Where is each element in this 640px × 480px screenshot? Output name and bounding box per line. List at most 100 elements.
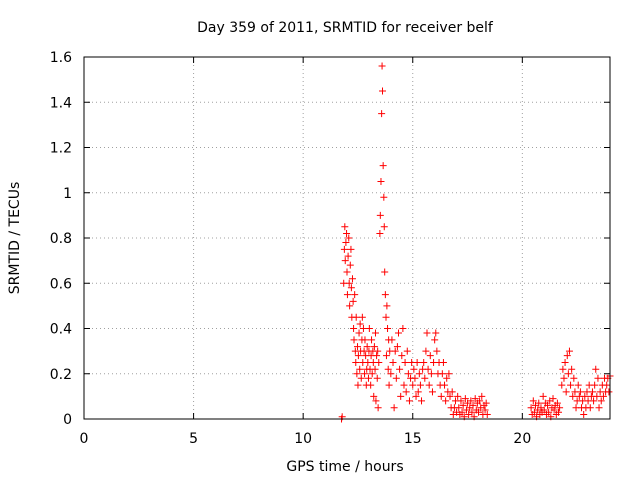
data-point — [427, 370, 435, 378]
data-point — [347, 245, 355, 253]
data-point — [569, 392, 577, 400]
y-tick-label: 1.6 — [50, 50, 72, 66]
data-point — [414, 388, 422, 396]
data-point — [590, 397, 598, 405]
data-point — [373, 352, 381, 360]
data-point — [603, 381, 611, 389]
data-point — [396, 365, 404, 373]
data-point — [574, 381, 582, 389]
data-point — [350, 336, 358, 344]
data-point — [563, 352, 571, 360]
data-point — [381, 291, 389, 299]
data-point — [540, 406, 548, 414]
data-point — [361, 336, 369, 344]
data-point — [437, 392, 445, 400]
data-point — [358, 313, 366, 321]
data-point — [381, 268, 389, 276]
data-point — [544, 401, 552, 409]
data-point — [389, 358, 397, 366]
data-point — [425, 381, 433, 389]
data-point — [359, 325, 367, 332]
data-point — [341, 257, 349, 265]
data-point — [384, 325, 392, 332]
data-point — [483, 410, 491, 418]
data-point — [357, 374, 365, 382]
data-point — [457, 397, 465, 405]
data-point — [586, 404, 594, 412]
data-point — [527, 404, 535, 412]
data-point — [380, 193, 388, 201]
data-point — [379, 162, 387, 170]
data-point — [370, 392, 378, 400]
x-tick-label: 0 — [80, 431, 89, 447]
data-point — [377, 177, 385, 185]
data-point — [581, 392, 589, 400]
data-point — [409, 381, 417, 389]
data-point — [458, 408, 466, 416]
data-point — [397, 392, 405, 400]
data-point — [422, 347, 430, 355]
data-point — [347, 284, 355, 292]
y-tick-label: 1.2 — [50, 141, 72, 157]
data-point — [388, 336, 396, 344]
data-point — [426, 352, 434, 360]
data-point — [411, 374, 419, 382]
data-point — [344, 252, 352, 260]
y-tick-label: 0.2 — [50, 367, 72, 383]
data-point — [350, 325, 358, 332]
data-point — [363, 343, 371, 351]
data-point — [556, 404, 564, 412]
data-point — [375, 358, 383, 366]
data-point — [352, 313, 360, 321]
data-point — [438, 370, 446, 378]
y-tick-label: 0.8 — [50, 231, 72, 247]
x-tick-label: 15 — [404, 431, 422, 447]
data-point — [443, 374, 451, 382]
data-point — [421, 374, 429, 382]
data-point — [379, 87, 387, 95]
data-point — [374, 347, 382, 355]
x-axis-label: GPS time / hours — [286, 459, 403, 475]
data-point — [558, 381, 566, 389]
data-point — [373, 374, 381, 382]
data-point — [605, 388, 613, 396]
data-point — [576, 388, 584, 396]
chart-title: Day 359 of 2011, SRMTID for receiver bel… — [197, 20, 494, 36]
data-point — [395, 329, 403, 337]
data-point — [345, 279, 353, 287]
data-point — [412, 392, 420, 400]
data-point — [355, 329, 363, 337]
grid-lines — [84, 57, 610, 419]
data-point — [529, 397, 537, 405]
data-point — [368, 336, 376, 344]
y-tick-label: 1.4 — [50, 95, 72, 111]
data-point — [416, 381, 424, 389]
data-point — [418, 397, 426, 405]
data-point — [594, 374, 602, 382]
data-point — [478, 392, 486, 400]
data-point — [393, 343, 401, 351]
data-point — [559, 365, 567, 373]
data-point — [356, 365, 364, 373]
data-point — [368, 370, 376, 378]
data-point — [413, 358, 421, 366]
data-point — [476, 397, 484, 405]
data-point — [370, 343, 378, 351]
data-point — [550, 406, 558, 414]
data-point — [448, 388, 456, 396]
data-point — [599, 392, 607, 400]
data-point — [420, 358, 428, 366]
data-point — [352, 358, 360, 366]
data-point — [346, 261, 354, 269]
data-point — [354, 381, 362, 389]
y-tick-label: 0.6 — [50, 276, 72, 292]
data-point — [455, 404, 463, 412]
data-point — [424, 365, 432, 373]
x-tick-label: 10 — [294, 431, 312, 447]
data-point — [354, 343, 362, 351]
data-points — [338, 62, 614, 423]
data-point — [545, 408, 553, 416]
data-point — [371, 365, 379, 373]
data-point — [400, 381, 408, 389]
